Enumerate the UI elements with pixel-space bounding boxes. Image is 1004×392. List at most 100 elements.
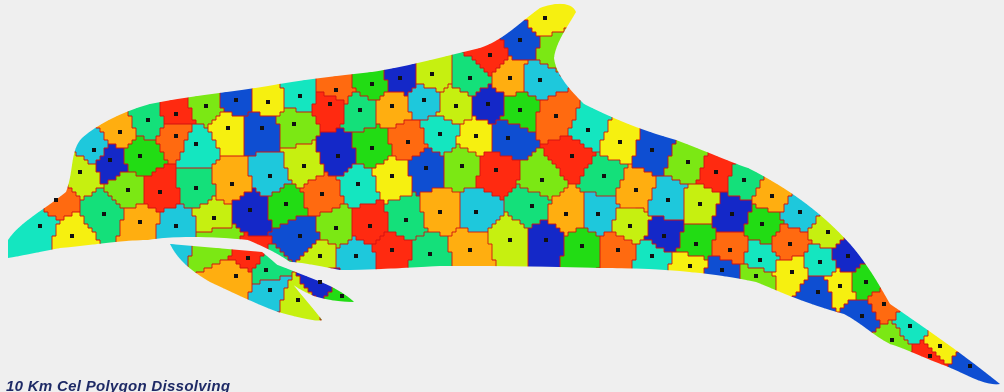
voronoi-cell-fill [720, 120, 745, 125]
voronoi-cell-fill [528, 264, 561, 269]
voronoi-cell-fill [576, 80, 593, 85]
voronoi-cell-fill [308, 212, 321, 217]
voronoi-cell-fill [936, 160, 1000, 165]
voronoi-cell-fill [528, 356, 545, 361]
voronoi-cell-fill [616, 100, 649, 105]
voronoi-cell-fill [944, 40, 1000, 45]
voronoi-cell-fill [12, 112, 89, 117]
voronoi-cell-fill [668, 268, 705, 273]
voronoi-cell-fill [128, 112, 161, 117]
voronoi-cell-fill [772, 336, 821, 341]
voronoi-cell-fill [884, 204, 949, 209]
voronoi-cell-fill [828, 132, 877, 137]
voronoi-cell-fill [728, 180, 761, 185]
voronoi-cell-fill [276, 48, 313, 53]
voronoi-cell-fill [720, 116, 749, 121]
voronoi-cell-fill [516, 184, 521, 189]
voronoi-cell-fill [40, 128, 101, 133]
voronoi-cell-fill [336, 264, 377, 269]
voronoi-cell-fill [708, 256, 721, 261]
voronoi-cell-fill [852, 284, 885, 289]
voronoi-cell-fill [36, 292, 121, 297]
voronoi-cell-fill [652, 84, 693, 89]
voronoi-cell-fill [76, 96, 121, 101]
voronoi-cell-fill [528, 324, 553, 329]
voronoi-cell-fill [412, 244, 449, 249]
voronoi-cell-fill [180, 192, 217, 197]
voronoi-cell-fill [336, 260, 377, 265]
voronoi-cell-fill [528, 24, 581, 29]
voronoi-cell-fill [232, 204, 269, 209]
voronoi-cell-fill [412, 240, 449, 245]
voronoi-cell-fill [776, 260, 805, 265]
voronoi-cell-fill [888, 200, 953, 205]
voronoi-cell-fill [464, 188, 485, 193]
voronoi-cell-fill [540, 60, 637, 65]
voronoi-cell-fill [608, 156, 633, 161]
voronoi-cell-fill [8, 160, 41, 165]
voronoi-cell-fill [8, 8, 17, 13]
voronoi-cell-fill [344, 272, 377, 277]
voronoi-cell-fill [220, 112, 233, 117]
voronoi-cell-fill [508, 52, 537, 57]
voronoi-cell-fill [272, 228, 317, 233]
voronoi-cell-fill [52, 136, 105, 141]
voronoi-cell-fill [324, 328, 413, 333]
voronoi-cell-fill [244, 148, 281, 153]
voronoi-cell-fill [712, 136, 741, 141]
voronoi-cell-fill [908, 184, 977, 189]
voronoi-cell-fill [460, 356, 521, 361]
voronoi-cell-fill [652, 336, 697, 341]
voronoi-cell-fill [548, 336, 593, 341]
voronoi-cell-fill [340, 184, 377, 189]
voronoi-cell-fill [420, 196, 461, 201]
voronoi-cell-fill [868, 336, 905, 341]
voronoi-cell-fill [904, 188, 973, 193]
voronoi-cell-fill [44, 272, 117, 277]
voronoi-cell-fill [316, 220, 353, 225]
voronoi-cell-fill [368, 3, 409, 5]
voronoi-cell-fill [352, 140, 389, 145]
voronoi-cell-fill [264, 344, 325, 349]
voronoi-cell-fill [900, 272, 933, 277]
voronoi-cell-fill [320, 316, 409, 321]
voronoi-cell-fill [712, 28, 753, 33]
voronoi-cell-fill [584, 204, 621, 209]
voronoi-cell-fill [404, 304, 457, 309]
voronoi-cell-fill [656, 320, 701, 325]
voronoi-cell-fill [504, 212, 509, 217]
voronoi-cell-fill [432, 368, 461, 373]
voronoi-cell-fill [544, 360, 589, 365]
voronoi-cell-fill [748, 248, 773, 253]
voronoi-cell-fill [452, 120, 465, 125]
voronoi-cell-fill [472, 96, 505, 101]
voronoi-cell-fill [12, 3, 81, 5]
voronoi-cell-fill [540, 376, 585, 381]
voronoi-cell-fill [540, 100, 581, 105]
voronoi-cell-fill [148, 52, 177, 57]
voronoi-cell-fill [280, 148, 317, 153]
voronoi-cell-fill [720, 3, 761, 5]
voronoi-cell-fill [284, 108, 297, 113]
voronoi-cell-fill [0, 184, 5, 189]
voronoi-cell-fill [792, 256, 805, 261]
voronoi-cell-fill [816, 152, 865, 157]
voronoi-cell-fill [908, 352, 937, 357]
voronoi-cell-fill [936, 240, 961, 245]
voronoi-cell-fill [896, 8, 965, 13]
voronoi-cell-fill [24, 20, 89, 25]
voronoi-cell-fill [804, 264, 837, 269]
voronoi-cell-fill [476, 152, 485, 157]
voronoi-cell-fill [144, 176, 177, 181]
voronoi-cell-fill [592, 148, 601, 153]
voronoi-cell-fill [352, 132, 389, 137]
voronoi-cell-fill [888, 116, 989, 121]
voronoi-cell-fill [452, 256, 493, 261]
voronoi-cell-fill [744, 124, 793, 129]
voronoi-cell-fill [600, 236, 625, 241]
voronoi-cell-fill [516, 8, 629, 13]
voronoi-cell-fill [144, 32, 173, 37]
voronoi-cell-fill [276, 312, 321, 317]
voronoi-cell-fill [816, 220, 865, 225]
voronoi-cell-fill [808, 232, 853, 237]
